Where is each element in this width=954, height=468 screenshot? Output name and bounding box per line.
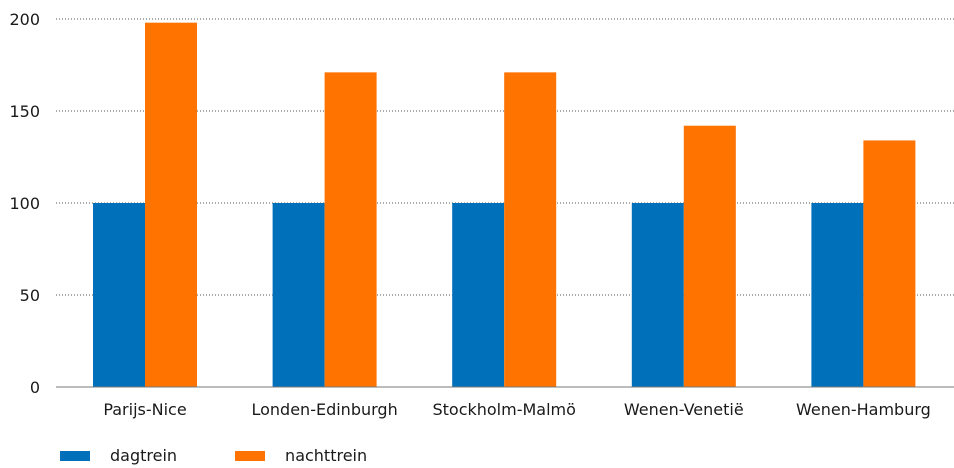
bar-nachttrein-0 [145, 22, 197, 388]
bar-nachttrein-1 [324, 72, 377, 388]
bar-nachttrein-4 [863, 140, 916, 387]
bar-chart: 0 50 100 150 200 Parijs-Nice Londen-Edinburgh… [9, 10, 954, 419]
x-axis-labels: Parijs-Nice Londen-Edinburgh Stockholm-Mal… [103, 400, 930, 419]
y-tick-label-150: 150 [9, 102, 40, 121]
bar-dagtrein-1 [272, 203, 325, 387]
x-tick-label-0: Parijs-Nice [103, 400, 186, 419]
y-tick-label-50: 50 [20, 286, 40, 305]
legend-label-dagtrein: dagtrein [110, 446, 178, 465]
x-tick-label-4: Wenen-Hamburg [796, 400, 931, 419]
bar-dagtrein-3 [631, 203, 684, 387]
y-tick-label-100: 100 [9, 194, 40, 213]
bar-dagtrein-4 [811, 203, 864, 387]
bar-nachttrein-2 [504, 72, 557, 388]
y-tick-label-0: 0 [30, 378, 40, 397]
legend-item-nachttrein: nachttrein [235, 446, 367, 465]
bar-dagtrein-0 [93, 203, 145, 387]
x-tick-label-2: Stockholm-Malmö [432, 400, 575, 419]
legend-item-dagtrein: dagtrein [60, 446, 177, 465]
x-tick-label-3: Wenen-Venetië [624, 400, 744, 419]
bar-dagtrein-2 [452, 203, 505, 387]
x-tick-label-1: Londen-Edinburgh [251, 400, 397, 419]
legend: dagtrein nachttrein [60, 446, 425, 465]
y-axis-ticks: 0 50 100 150 200 [9, 10, 40, 397]
bars [93, 22, 916, 388]
legend-label-nachttrein: nachttrein [285, 446, 368, 465]
bar-nachttrein-3 [683, 125, 736, 387]
legend-swatch-nachttrein [235, 450, 266, 461]
y-tick-label-200: 200 [9, 10, 40, 29]
legend-swatch-dagtrein [60, 450, 90, 461]
